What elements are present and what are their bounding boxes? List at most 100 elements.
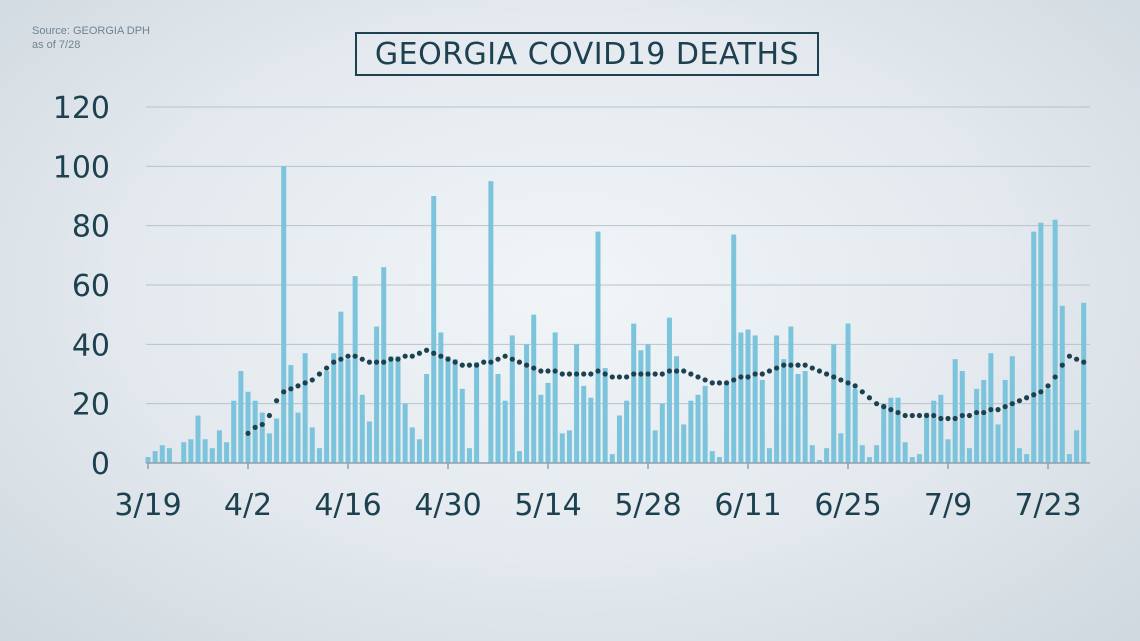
y-tick-label: 100 [53,150,110,185]
bar [909,457,915,463]
bar [802,371,808,463]
bar [509,335,515,463]
average-dot [473,362,480,368]
bar [1002,379,1008,463]
bar [152,451,158,463]
average-dot [502,353,508,359]
average-dot [523,362,530,368]
bar [488,181,494,463]
bar [552,332,558,463]
bar [145,457,151,463]
x-tick-label: 4/16 [314,488,381,523]
average-dot [952,415,958,422]
bar [345,359,351,463]
bar [181,442,187,463]
x-tick-label: 4/30 [414,488,481,523]
bar [545,382,551,463]
bar [966,448,972,463]
bar [745,329,751,463]
average-dot [1031,392,1037,398]
bar [881,403,887,463]
bar [631,323,637,463]
average-dot [909,412,915,419]
bar [259,412,265,463]
average-dot [573,371,580,377]
bar [716,457,722,463]
chart-title: GEORGIA COVID19 DEATHS [355,32,819,76]
bar [538,394,544,463]
average-dot [1081,359,1087,365]
bar [795,374,801,463]
bar [274,418,280,463]
average-dot [552,368,558,374]
bar [1052,219,1058,463]
average-dot [566,371,573,377]
bar [288,365,294,463]
average-dot [638,371,644,377]
bar [395,356,401,463]
bar [1038,222,1044,463]
bar [652,430,658,463]
average-dot [1016,398,1023,404]
bar [1009,356,1015,463]
average-dot [652,371,658,377]
bar [681,424,687,463]
average-dot [738,374,744,380]
bar [516,451,522,463]
average-dot [702,377,708,383]
bar [666,317,672,463]
average-dot [402,353,408,359]
bar [374,326,380,463]
bar [202,439,208,463]
bar [309,427,315,463]
bar [824,448,830,463]
average-dot [809,365,815,371]
bar [752,335,758,463]
average-dot [923,412,930,419]
bar [224,442,230,463]
bar [474,362,480,463]
average-dot [595,368,601,374]
average-dot [959,412,965,419]
average-dot [916,412,923,419]
average-dot [245,430,251,436]
y-tick-label: 0 [91,447,110,482]
bar [788,326,794,463]
bar [381,267,387,463]
bar [438,332,444,463]
bar [902,442,908,463]
bar [809,445,815,463]
average-dot [366,359,373,365]
bar [588,397,594,463]
bar [759,379,765,463]
average-dot [345,353,351,359]
average-dot [316,371,323,377]
bar [431,196,437,463]
average-dot [381,359,387,365]
bar [1045,388,1051,463]
average-dot [266,412,273,419]
bar [738,332,744,463]
average-dot [452,359,458,365]
bar [945,439,951,463]
average-dot [581,371,587,377]
bar [838,433,844,463]
bar [781,359,787,463]
bar [231,400,237,463]
average-dot [745,374,751,380]
bar [216,430,222,463]
average-dot [1038,389,1044,395]
average-dot [423,347,430,353]
x-tick-label: 7/9 [924,488,972,523]
bar [295,412,301,463]
bar [816,460,822,463]
x-tick-label: 5/28 [614,488,681,523]
bar [702,385,708,463]
bar [566,430,572,463]
average-dot [288,386,294,392]
average-dot [488,359,494,365]
average-dot [1045,383,1051,389]
bar [774,335,780,463]
bar [166,448,172,463]
